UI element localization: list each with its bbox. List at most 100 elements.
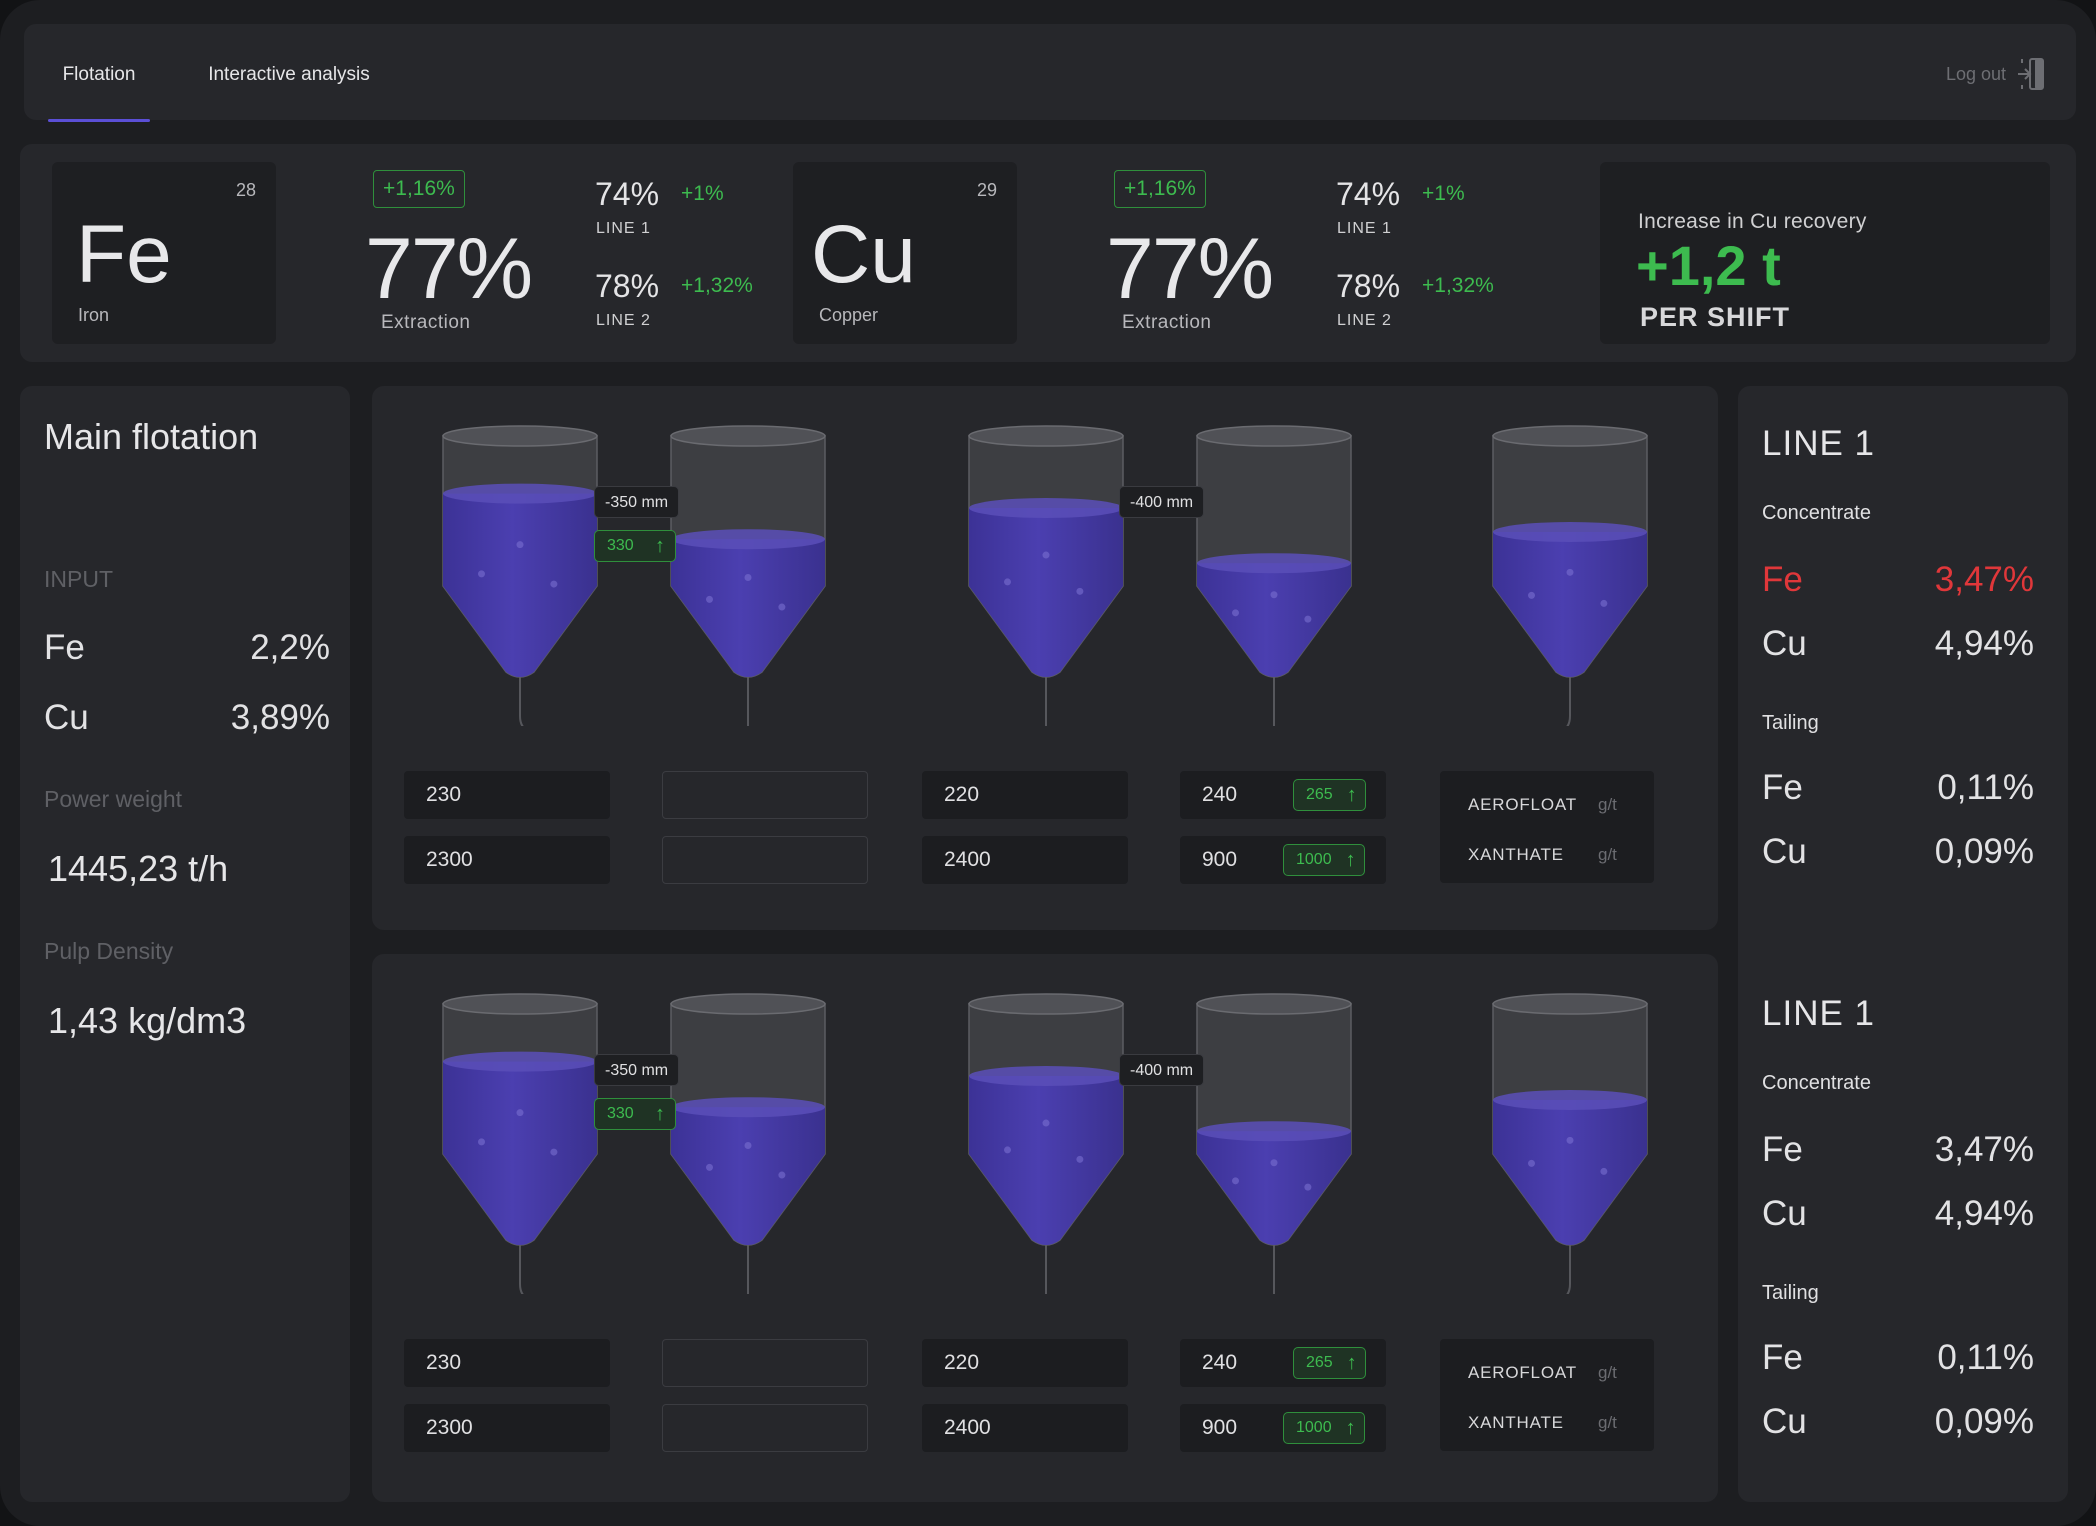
reagent-box: AEROFLOAT g/t XANTHATE g/t bbox=[1440, 771, 1654, 883]
bubble bbox=[478, 1138, 485, 1146]
logout-button[interactable]: Log out bbox=[1946, 54, 2046, 94]
level-gap-badge: -400 mm bbox=[1119, 486, 1205, 518]
element-symbol: Fe bbox=[76, 209, 172, 300]
tailing-cu-row: Cu 0,09% bbox=[1762, 1402, 2034, 1442]
setpoint-field[interactable]: 230 bbox=[404, 1339, 610, 1387]
line1-percent: 74% bbox=[595, 176, 660, 212]
main-flotation-panel: Main flotation INPUT Fe 2,2% Cu 3,89% Po… bbox=[20, 386, 350, 1502]
bubble bbox=[1566, 1136, 1574, 1144]
tailing-label: Tailing bbox=[1762, 712, 1819, 734]
concentrate-cu-row: Cu 4,94% bbox=[1762, 624, 2034, 664]
fe-label: Fe bbox=[1762, 560, 1803, 599]
line1-delta: +1% bbox=[681, 182, 724, 205]
setpoint-field[interactable]: 2300 bbox=[404, 836, 610, 884]
recommended-value: 265 bbox=[1306, 786, 1333, 803]
line1-label: LINE 1 bbox=[1337, 220, 1392, 237]
reagent-unit: g/t bbox=[1598, 1363, 1617, 1382]
bubble bbox=[550, 1148, 558, 1156]
extraction-delta-badge: +1,16% bbox=[373, 170, 465, 208]
logout-label: Log out bbox=[1945, 63, 2006, 84]
pipe-connector bbox=[519, 676, 1571, 726]
element-name: Iron bbox=[78, 305, 110, 325]
setpoint-value: 240 bbox=[1202, 783, 1238, 806]
element-card-fe: 28 Fe Iron bbox=[52, 162, 276, 344]
fe-label: Fe bbox=[44, 628, 85, 667]
bubble bbox=[1004, 1146, 1011, 1154]
arrow-up-icon: ↑ bbox=[655, 1103, 665, 1125]
recommended-badge: 1000 ↑ bbox=[1283, 1412, 1365, 1444]
setpoint-field[interactable] bbox=[662, 1404, 868, 1452]
cu-value: 4,94% bbox=[1934, 1194, 2034, 1233]
tailing-cu-row: Cu 0,09% bbox=[1762, 832, 2034, 872]
concentrate-cu-row: Cu 4,94% bbox=[1762, 1194, 2034, 1234]
level-gap-badge: -400 mm bbox=[1119, 1054, 1205, 1086]
arrow-up-icon: ↑ bbox=[655, 535, 665, 557]
level-gap-badge: -350 mm bbox=[594, 486, 680, 518]
atomic-number: 29 bbox=[976, 180, 997, 200]
setpoint-value: 900 bbox=[1202, 848, 1238, 871]
element-symbol: Cu bbox=[811, 209, 916, 300]
tailing-fe-row: Fe 0,11% bbox=[1762, 1338, 2034, 1378]
bubble bbox=[550, 580, 558, 588]
flotation-cell bbox=[442, 425, 598, 678]
reagent-unit: g/t bbox=[1598, 795, 1617, 814]
flotation-cell bbox=[968, 425, 1124, 678]
bubble bbox=[1076, 587, 1084, 595]
recommended-value: 265 bbox=[1306, 1354, 1333, 1371]
bubble bbox=[778, 1171, 786, 1179]
bubble bbox=[744, 1142, 752, 1150]
fe-label: Fe bbox=[1762, 1338, 1803, 1377]
setpoint-field[interactable]: 2400 bbox=[922, 836, 1128, 884]
setpoint-field[interactable] bbox=[662, 771, 868, 819]
setpoint-field[interactable]: 900 1000 ↑ bbox=[1180, 1404, 1386, 1452]
line1-percent: 74% bbox=[1336, 176, 1401, 212]
cu-label: Cu bbox=[1762, 832, 1807, 871]
recommended-badge: 1000 ↑ bbox=[1283, 844, 1365, 876]
process-line-panel: -350 mm 330 ↑ -400 mm 230 220 240 265 ↑ 23… bbox=[372, 954, 1718, 1502]
line1-label: LINE 1 bbox=[596, 220, 651, 237]
bubble bbox=[1528, 1159, 1535, 1167]
recommended-badge: 265 ↑ bbox=[1293, 1347, 1366, 1379]
flotation-cell bbox=[670, 993, 826, 1246]
setpoint-field[interactable]: 900 1000 ↑ bbox=[1180, 836, 1386, 884]
concentrate-fe-row: Fe 3,47% bbox=[1762, 1130, 2034, 1170]
setpoint-field[interactable]: 220 bbox=[922, 771, 1128, 819]
setpoint-field[interactable]: 240 265 ↑ bbox=[1180, 771, 1386, 819]
element-name: Copper bbox=[819, 305, 879, 325]
setpoint-field[interactable]: 2400 bbox=[922, 1404, 1128, 1452]
setpoint-field[interactable]: 240 265 ↑ bbox=[1180, 1339, 1386, 1387]
fe-value: 0,11% bbox=[1937, 768, 2034, 807]
bubble bbox=[1304, 1183, 1312, 1191]
line2-delta: +1,32% bbox=[1422, 274, 1494, 297]
setpoint-value: 240 bbox=[1202, 1351, 1238, 1374]
reagent-name: XANTHATE bbox=[1468, 1413, 1564, 1432]
recommended-badge: 265 ↑ bbox=[1293, 779, 1366, 811]
panel-title: Main flotation bbox=[44, 416, 259, 457]
flow-badge: 330 ↑ bbox=[594, 1098, 676, 1130]
setpoint-field[interactable]: 2300 bbox=[404, 1404, 610, 1452]
arrow-up-icon: ↑ bbox=[1346, 784, 1357, 806]
bubble bbox=[1042, 551, 1050, 559]
recovery-value: +1,2 t bbox=[1636, 234, 1781, 297]
cu-value: 4,94% bbox=[1934, 624, 2034, 663]
reagent-unit: g/t bbox=[1598, 1413, 1617, 1432]
tab-flotation[interactable]: Flotation bbox=[48, 24, 150, 122]
fe-value: 3,47% bbox=[1934, 1130, 2034, 1169]
setpoint-field[interactable]: 230 bbox=[404, 771, 610, 819]
fe-value: 0,11% bbox=[1937, 1338, 2034, 1377]
recovery-unit: PER SHIFT bbox=[1640, 302, 1791, 332]
pulp-density-value: 1,43 kg/dm3 bbox=[48, 1000, 247, 1041]
setpoint-field[interactable] bbox=[662, 1339, 868, 1387]
bubble bbox=[1042, 1119, 1050, 1127]
setpoint-field[interactable] bbox=[662, 836, 868, 884]
tab-interactive-analysis[interactable]: Interactive analysis bbox=[208, 64, 370, 85]
pipe-connector bbox=[519, 1244, 1571, 1294]
tank-diagram bbox=[442, 425, 1648, 726]
extraction-label: Extraction bbox=[381, 312, 471, 333]
extraction-value: 77% bbox=[365, 221, 533, 317]
flow-value: 330 bbox=[607, 1105, 634, 1122]
concentrate-label: Concentrate bbox=[1762, 502, 1871, 524]
extraction-label: Extraction bbox=[1122, 312, 1212, 333]
setpoint-field[interactable]: 220 bbox=[922, 1339, 1128, 1387]
bubble bbox=[706, 595, 713, 603]
